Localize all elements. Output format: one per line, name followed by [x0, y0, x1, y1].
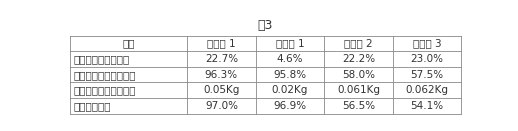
Text: 双水相提取率: 双水相提取率 — [74, 101, 111, 111]
Text: 97.0%: 97.0% — [205, 101, 238, 111]
Text: 对比例 1: 对比例 1 — [276, 39, 304, 49]
Text: 4.6%: 4.6% — [277, 54, 303, 64]
Text: 22.2%: 22.2% — [342, 54, 375, 64]
Text: 0.02Kg: 0.02Kg — [272, 85, 308, 95]
Bar — [69, 36, 462, 114]
Text: 产品大吴风总黄酮质量: 产品大吴风总黄酮质量 — [74, 85, 136, 95]
Text: 56.5%: 56.5% — [342, 101, 375, 111]
Text: 57.5%: 57.5% — [411, 70, 443, 80]
Text: 22.7%: 22.7% — [205, 54, 238, 64]
Text: 对比例 2: 对比例 2 — [344, 39, 373, 49]
Text: 96.9%: 96.9% — [274, 101, 307, 111]
Text: 粗提物中总黄酮含量: 粗提物中总黄酮含量 — [74, 54, 130, 64]
Text: 96.3%: 96.3% — [205, 70, 238, 80]
Text: 实施例 1: 实施例 1 — [207, 39, 236, 49]
Text: 0.062Kg: 0.062Kg — [406, 85, 449, 95]
Text: 产品大吴风总黄酮含量: 产品大吴风总黄酮含量 — [74, 70, 136, 80]
Text: 项目: 项目 — [122, 39, 135, 49]
Text: 0.05Kg: 0.05Kg — [203, 85, 240, 95]
Text: 95.8%: 95.8% — [274, 70, 307, 80]
Text: 58.0%: 58.0% — [342, 70, 375, 80]
Text: 表3: 表3 — [258, 19, 273, 32]
Text: 23.0%: 23.0% — [411, 54, 443, 64]
Text: 0.061Kg: 0.061Kg — [337, 85, 380, 95]
Text: 54.1%: 54.1% — [411, 101, 443, 111]
Text: 对比例 3: 对比例 3 — [413, 39, 441, 49]
